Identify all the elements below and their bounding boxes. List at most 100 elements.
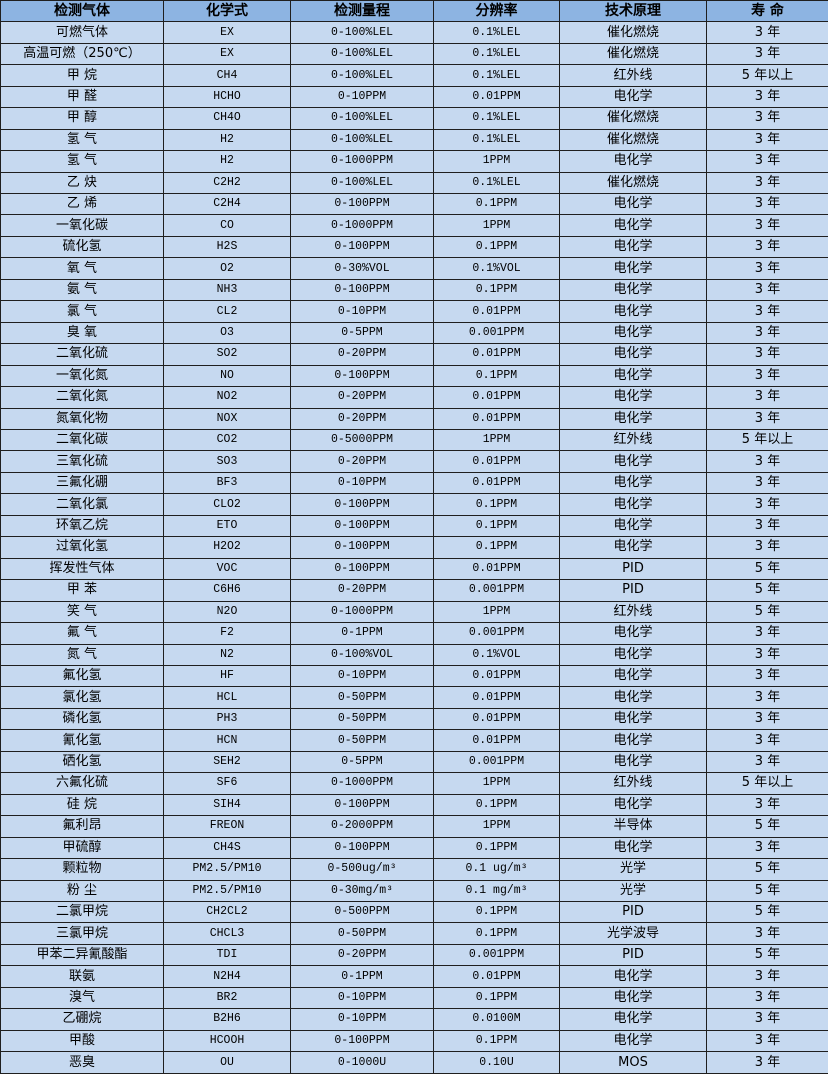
cell-formula: HCN xyxy=(163,729,291,752)
cell-gas-name: 甲 苯 xyxy=(0,579,164,602)
cell-principle: 光学 xyxy=(559,879,707,902)
cell-principle: 催化燃烧 xyxy=(559,42,707,66)
cell-lifespan: 3 年 xyxy=(706,171,828,195)
cell-range: 0-100%LEL xyxy=(290,42,434,66)
table-row: 甲酸 HCOOH 0-100PPM 0.1PPM 电化学 3 年 xyxy=(0,1029,828,1053)
cell-lifespan: 3 年 xyxy=(706,407,828,431)
cell-gas-name: 粉 尘 xyxy=(0,879,164,902)
table-row: 三氧化硫 SO3 0-20PPM 0.01PPM 电化学 3 年 xyxy=(0,450,828,473)
cell-principle: 电化学 xyxy=(559,793,707,817)
cell-principle: 电化学 xyxy=(559,278,707,302)
table-row: 二氧化硫 SO2 0-20PPM 0.01PPM 电化学 3 年 xyxy=(0,343,828,366)
table-row: 氯 气 CL2 0-10PPM 0.01PPM 电化学 3 年 xyxy=(0,300,828,323)
cell-gas-name: 乙 烯 xyxy=(0,193,164,216)
cell-resolution: 0.1PPM xyxy=(433,922,560,945)
cell-resolution: 0.01PPM xyxy=(433,729,560,752)
cell-gas-name: 氨 气 xyxy=(0,278,164,302)
table-row: 氰化氢 HCN 0-50PPM 0.01PPM 电化学 3 年 xyxy=(0,729,828,752)
cell-principle: 电化学 xyxy=(559,300,707,323)
cell-gas-name: 甲酸 xyxy=(0,1029,164,1053)
cell-formula: FREON xyxy=(163,815,291,838)
cell-resolution: 0.1 ug/m³ xyxy=(433,858,560,881)
cell-resolution: 0.1PPM xyxy=(433,493,560,516)
cell-gas-name: 硫化氢 xyxy=(0,235,164,259)
cell-principle: 电化学 xyxy=(559,622,707,645)
table-row: 二氧化碳 CO2 0-5000PPM 1PPM 红外线 5 年以上 xyxy=(0,428,828,452)
cell-gas-name: 甲 烷 xyxy=(0,64,164,87)
cell-resolution: 0.001PPM xyxy=(433,943,560,967)
cell-gas-name: 笑 气 xyxy=(0,600,164,624)
cell-gas-name: 氧 气 xyxy=(0,257,164,280)
cell-formula: CH4O xyxy=(163,107,291,130)
cell-resolution: 0.1PPM xyxy=(433,900,560,924)
cell-range: 0-30mg/m³ xyxy=(290,879,434,902)
table-row: 一氧化碳 CO 0-1000PPM 1PPM 电化学 3 年 xyxy=(0,214,828,237)
table-row: 氨 气 NH3 0-100PPM 0.1PPM 电化学 3 年 xyxy=(0,278,828,302)
cell-range: 0-1PPM xyxy=(290,965,434,988)
table-row: 过氧化氢 H2O2 0-100PPM 0.1PPM 电化学 3 年 xyxy=(0,536,828,559)
cell-lifespan: 3 年 xyxy=(706,750,828,774)
cell-lifespan: 3 年 xyxy=(706,643,828,666)
cell-gas-name: 甲硫醇 xyxy=(0,836,164,860)
cell-range: 0-100PPM xyxy=(290,514,434,538)
cell-resolution: 0.1%LEL xyxy=(433,128,560,152)
cell-range: 0-100%LEL xyxy=(290,107,434,130)
cell-lifespan: 3 年 xyxy=(706,664,828,688)
cell-resolution: 0.1PPM xyxy=(433,364,560,388)
cell-formula: NH3 xyxy=(163,278,291,302)
cell-gas-name: 硅 烷 xyxy=(0,793,164,817)
cell-formula: HCOOH xyxy=(163,1029,291,1053)
cell-range: 0-20PPM xyxy=(290,386,434,409)
cell-range: 0-10PPM xyxy=(290,471,434,495)
cell-resolution: 0.01PPM xyxy=(433,557,560,581)
cell-resolution: 1PPM xyxy=(433,214,560,237)
cell-principle: 半导体 xyxy=(559,815,707,838)
cell-formula: BR2 xyxy=(163,986,291,1010)
table-row: 恶臭 OU 0-1000U 0.10U MOS 3 年 xyxy=(0,1051,828,1074)
cell-formula: TDI xyxy=(163,943,291,967)
table-row: 臭 氧 O3 0-5PPM 0.001PPM 电化学 3 年 xyxy=(0,321,828,345)
cell-range: 0-100PPM xyxy=(290,1029,434,1053)
cell-gas-name: 氯 气 xyxy=(0,300,164,323)
cell-gas-name: 六氟化硫 xyxy=(0,772,164,795)
cell-range: 0-100PPM xyxy=(290,493,434,516)
table-row: 硅 烷 SIH4 0-100PPM 0.1PPM 电化学 3 年 xyxy=(0,793,828,817)
cell-formula: CLO2 xyxy=(163,493,291,516)
cell-gas-name: 磷化氢 xyxy=(0,707,164,731)
table-row: 环氧乙烷 ETO 0-100PPM 0.1PPM 电化学 3 年 xyxy=(0,514,828,538)
cell-formula: PH3 xyxy=(163,707,291,731)
cell-resolution: 1PPM xyxy=(433,815,560,838)
cell-range: 0-50PPM xyxy=(290,686,434,709)
column-header-range: 检测量程 xyxy=(290,0,434,23)
cell-lifespan: 3 年 xyxy=(706,514,828,538)
cell-lifespan: 3 年 xyxy=(706,793,828,817)
cell-resolution: 0.001PPM xyxy=(433,750,560,774)
cell-lifespan: 3 年 xyxy=(706,321,828,345)
table-row: 氟 气 F2 0-1PPM 0.001PPM 电化学 3 年 xyxy=(0,622,828,645)
cell-formula: SEH2 xyxy=(163,750,291,774)
table-row: 硒化氢 SEH2 0-5PPM 0.001PPM 电化学 3 年 xyxy=(0,750,828,774)
cell-gas-name: 可燃气体 xyxy=(0,21,164,44)
cell-lifespan: 3 年 xyxy=(706,922,828,945)
cell-lifespan: 3 年 xyxy=(706,85,828,109)
table-row: 挥发性气体 VOC 0-100PPM 0.01PPM PID 5 年 xyxy=(0,557,828,581)
cell-formula: O3 xyxy=(163,321,291,345)
cell-range: 0-10PPM xyxy=(290,1008,434,1031)
table-row: 甲 苯 C6H6 0-20PPM 0.001PPM PID 5 年 xyxy=(0,579,828,602)
table-row: 二氧化氯 CLO2 0-100PPM 0.1PPM 电化学 3 年 xyxy=(0,493,828,516)
cell-gas-name: 甲 醇 xyxy=(0,107,164,130)
table-row: 二氯甲烷 CH2CL2 0-500PPM 0.1PPM PID 5 年 xyxy=(0,900,828,924)
cell-resolution: 0.1PPM xyxy=(433,514,560,538)
cell-resolution: 0.01PPM xyxy=(433,386,560,409)
cell-formula: SIH4 xyxy=(163,793,291,817)
cell-gas-name: 三氧化硫 xyxy=(0,450,164,473)
cell-principle: 电化学 xyxy=(559,493,707,516)
cell-range: 0-100%LEL xyxy=(290,171,434,195)
table-row: 乙硼烷 B2H6 0-10PPM 0.0100M 电化学 3 年 xyxy=(0,1008,828,1031)
cell-gas-name: 氢 气 xyxy=(0,128,164,152)
cell-principle: 电化学 xyxy=(559,364,707,388)
cell-formula: N2 xyxy=(163,643,291,666)
cell-principle: 电化学 xyxy=(559,85,707,109)
cell-resolution: 0.1PPM xyxy=(433,235,560,259)
cell-range: 0-10PPM xyxy=(290,986,434,1010)
